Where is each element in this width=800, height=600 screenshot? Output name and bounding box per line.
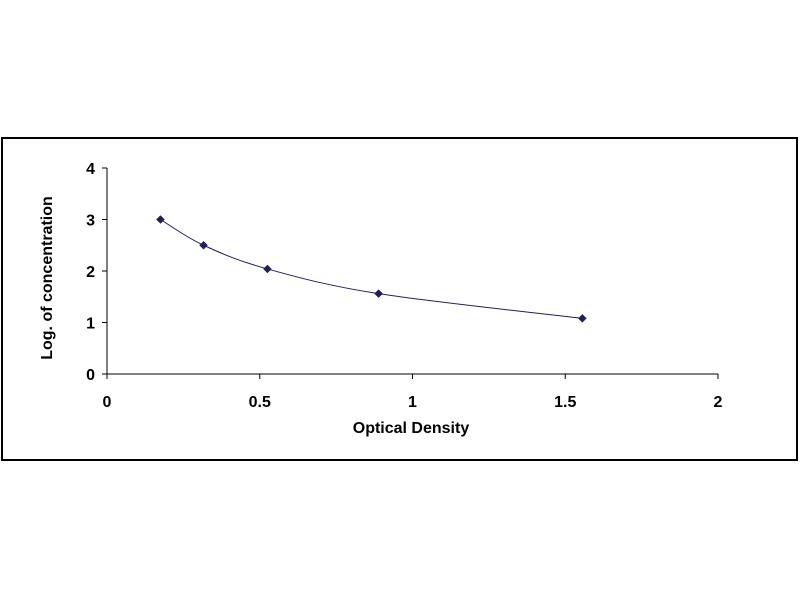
y-axis-title: Log. of concentration xyxy=(39,196,56,360)
x-tick-label: 0.5 xyxy=(249,394,271,411)
x-tick-labels-group: 0 0.5 1 1.5 2 xyxy=(103,394,723,411)
y-tick-label: 4 xyxy=(86,161,95,178)
x-tick-label: 2 xyxy=(714,394,723,411)
y-tick-label: 0 xyxy=(86,367,95,384)
data-point xyxy=(578,314,587,323)
x-axis-title: Optical Density xyxy=(353,420,470,437)
y-tick-labels-group: 0 1 2 3 4 xyxy=(86,161,95,384)
y-tick-label: 3 xyxy=(86,213,95,230)
data-point xyxy=(263,264,272,274)
data-point xyxy=(374,289,383,299)
x-tick-label: 1 xyxy=(408,394,417,411)
data-point xyxy=(156,215,165,224)
y-tick-label: 1 xyxy=(86,316,95,333)
fit-curve xyxy=(160,219,583,319)
chart-frame xyxy=(1,137,798,461)
axes-group xyxy=(106,168,718,375)
markers-group xyxy=(156,215,587,323)
x-tick-label: 1.5 xyxy=(554,394,576,411)
x-ticks-group xyxy=(106,374,719,379)
y-ticks-group xyxy=(102,167,107,375)
x-tick-label: 0 xyxy=(103,394,112,411)
y-tick-label: 2 xyxy=(86,264,95,281)
data-point xyxy=(199,240,208,250)
